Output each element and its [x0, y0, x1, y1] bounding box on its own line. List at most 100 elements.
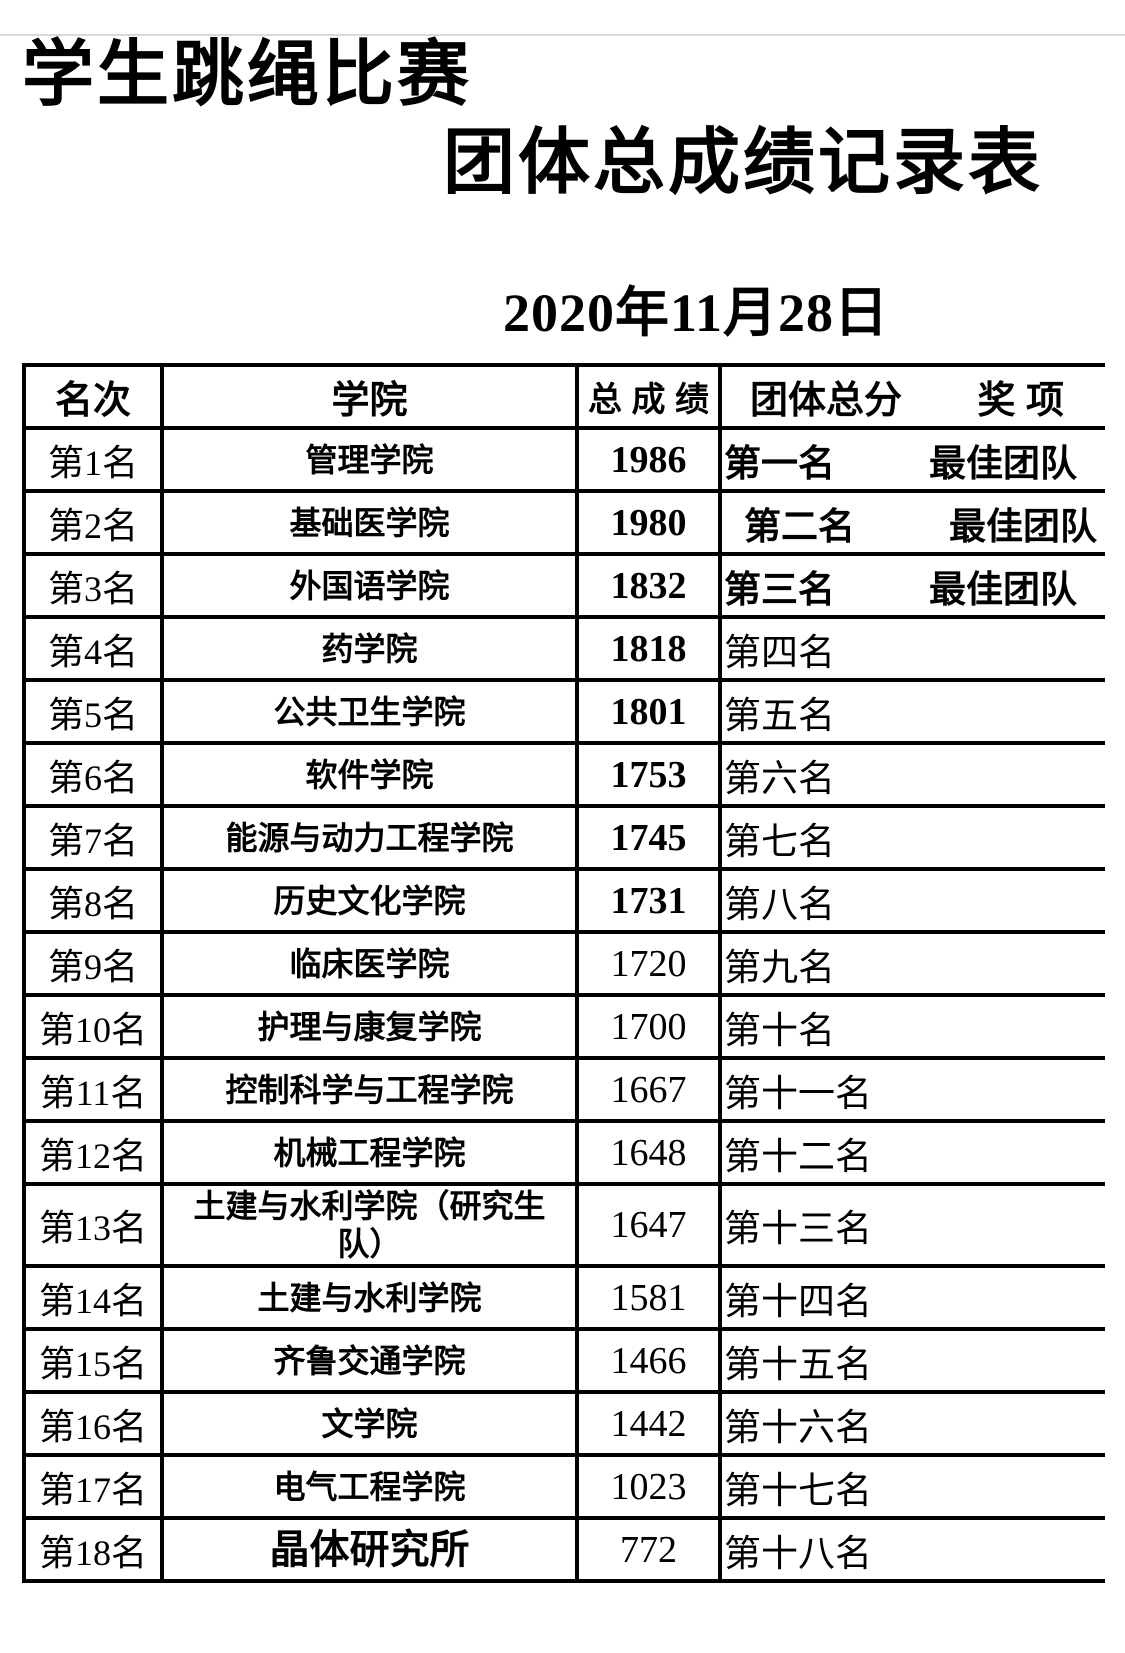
results-table: 名次 学院 总 成 绩 团体总分 奖 项 第1名 管理学院 1986 第一名 最佳团队第… [22, 363, 1109, 1583]
header-college-label: 学院 [331, 380, 408, 422]
team-rank-text: 第七名 [724, 820, 835, 862]
team-award-cell: 第十一名 [722, 1060, 1109, 1119]
rank-cell: 第11名 [26, 1060, 160, 1119]
college-name: 能源与动力工程学院 [225, 819, 514, 856]
college-cell: 电气工程学院 [164, 1457, 575, 1516]
score-cell: 1818 [579, 619, 718, 678]
team-award-cell: 第八名 [722, 871, 1109, 930]
college-name: 软件学院 [305, 756, 434, 793]
rank-cell: 第8名 [26, 871, 160, 930]
score-cell: 1986 [579, 430, 718, 489]
team-rank-text: 第二名 [744, 505, 855, 547]
college-name: 土建与水利学院 [257, 1279, 482, 1316]
rank-cell: 第17名 [26, 1457, 160, 1516]
score-cell: 1700 [579, 997, 718, 1056]
score-cell: 1731 [579, 871, 718, 930]
college-name: 电气工程学院 [273, 1468, 466, 1505]
score-value: 1023 [610, 1465, 687, 1508]
score-value: 1753 [610, 753, 687, 796]
college-cell: 文学院 [164, 1394, 575, 1453]
rank-text: 第3名 [47, 568, 138, 609]
college-cell: 管理学院 [164, 430, 575, 489]
score-cell: 1832 [579, 556, 718, 615]
score-value: 1980 [610, 501, 687, 544]
college-cell: 外国语学院 [164, 556, 575, 615]
college-cell: 基础医学院 [164, 493, 575, 552]
team-rank-text: 第十六名 [724, 1406, 872, 1448]
team-award-cell: 第十四名 [722, 1268, 1109, 1327]
team-award-cell: 第九名 [722, 934, 1109, 993]
score-cell: 1023 [579, 1457, 718, 1516]
score-value: 1647 [610, 1204, 687, 1246]
award-text: 最佳团队 [929, 442, 1077, 484]
rank-text: 第16名 [38, 1406, 147, 1447]
rank-cell: 第7名 [26, 808, 160, 867]
header-rank-label: 名次 [54, 380, 131, 422]
team-award-cell: 第三名 最佳团队 [722, 556, 1109, 615]
score-value: 1667 [610, 1068, 687, 1111]
college-cell: 土建与水利学院 [164, 1268, 575, 1327]
team-award-cell: 第二名 最佳团队 [722, 493, 1109, 552]
team-rank-text: 第八名 [724, 883, 835, 925]
team-award-cell: 第十七名 [722, 1457, 1109, 1516]
score-value: 1442 [610, 1402, 687, 1445]
team-rank-text: 第十五名 [724, 1343, 872, 1385]
college-name: 临床医学院 [289, 945, 450, 982]
header-award-label: 奖 项 [977, 380, 1064, 422]
college-name: 护理与康复学院 [257, 1008, 482, 1045]
college-cell: 土建与水利学院（研究生 队） [164, 1186, 575, 1264]
rank-text: 第5名 [47, 694, 138, 735]
team-award-cell: 第一名 最佳团队 [722, 430, 1109, 489]
college-name: 历史文化学院 [273, 882, 466, 919]
college-name: 外国语学院 [289, 567, 450, 604]
score-cell: 1980 [579, 493, 718, 552]
team-rank-text: 第六名 [724, 757, 835, 799]
rank-text: 第6名 [47, 757, 138, 798]
team-award-cell: 第五名 [722, 682, 1109, 741]
college-name: 晶体研究所 [269, 1527, 470, 1572]
college-cell: 公共卫生学院 [164, 682, 575, 741]
header-cell-team-award: 团体总分 奖 项 [722, 367, 1109, 426]
rank-cell: 第5名 [26, 682, 160, 741]
score-value: 1986 [610, 438, 687, 481]
score-cell: 1466 [579, 1331, 718, 1390]
score-value: 772 [620, 1528, 677, 1571]
team-award-cell: 第六名 [722, 745, 1109, 804]
team-rank-text: 第九名 [724, 946, 835, 988]
college-cell: 护理与康复学院 [164, 997, 575, 1056]
team-rank-text: 第十四名 [724, 1280, 872, 1322]
score-value: 1720 [610, 942, 687, 985]
team-rank-text: 第十七名 [724, 1469, 872, 1511]
team-award-cell: 第十三名 [722, 1186, 1109, 1264]
header-score-label: 总 成 绩 [588, 381, 709, 419]
team-award-cell: 第七名 [722, 808, 1109, 867]
doc-title-line2: 团体总成绩记录表 [443, 123, 1044, 203]
team-rank-text: 第五名 [724, 694, 835, 736]
score-value: 1801 [610, 690, 687, 733]
team-rank-text: 第十二名 [724, 1135, 872, 1177]
college-cell: 临床医学院 [164, 934, 575, 993]
team-award-cell: 第十名 [722, 997, 1109, 1056]
rank-cell: 第3名 [26, 556, 160, 615]
rank-cell: 第16名 [26, 1394, 160, 1453]
team-rank-text: 第三名 [724, 568, 835, 610]
score-value: 1581 [610, 1276, 687, 1319]
rank-cell: 第12名 [26, 1123, 160, 1182]
score-value: 1745 [610, 816, 687, 859]
rank-text: 第8名 [47, 883, 138, 924]
doc-date: 2020年11月28日 [503, 283, 890, 343]
rank-cell: 第15名 [26, 1331, 160, 1390]
header-team-total-label: 团体总分 [750, 380, 903, 422]
college-name: 基础医学院 [289, 504, 450, 541]
team-rank-text: 第十名 [724, 1009, 835, 1051]
header-cell-score: 总 成 绩 [579, 367, 718, 426]
score-cell: 1581 [579, 1268, 718, 1327]
college-cell: 软件学院 [164, 745, 575, 804]
team-award-cell: 第十六名 [722, 1394, 1109, 1453]
rank-cell: 第4名 [26, 619, 160, 678]
rank-text: 第17名 [38, 1469, 147, 1510]
score-value: 1818 [610, 627, 687, 670]
college-cell: 晶体研究所 [164, 1520, 575, 1579]
header-cell-rank: 名次 [26, 367, 160, 426]
rank-cell: 第13名 [26, 1186, 160, 1264]
